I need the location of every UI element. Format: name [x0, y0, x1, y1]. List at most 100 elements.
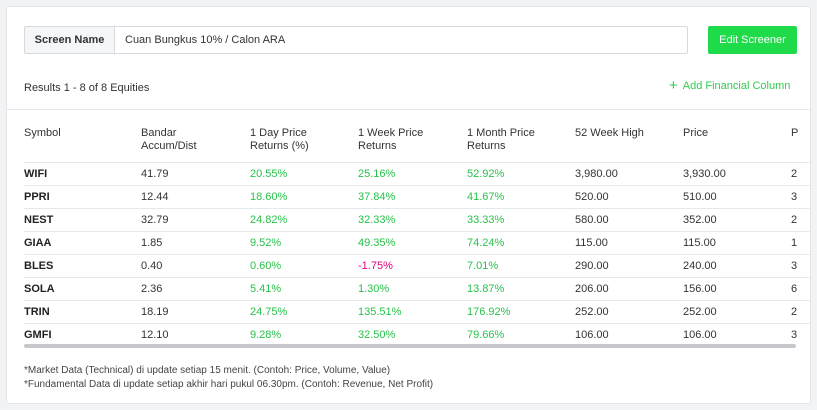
- column-header-symbol[interactable]: Symbol: [24, 127, 61, 139]
- cell-symbol[interactable]: BLES: [24, 253, 141, 277]
- cell-symbol[interactable]: GIAA: [24, 230, 141, 254]
- table-row[interactable]: WIFI 41.79 20.55% 25.16% 52.92% 3,980.00 3,930…: [24, 161, 810, 185]
- cell-52week-high: 580.00: [575, 207, 683, 231]
- table-row[interactable]: BLES 0.40 0.60% -1.75% 7.01% 290.00 240.00 3: [24, 253, 810, 277]
- cell-bandar: 0.40: [141, 253, 250, 277]
- cell-bandar: 18.19: [141, 299, 250, 323]
- cell-52week-high: 3,980.00: [575, 161, 683, 185]
- cell-1month: 52.92%: [467, 161, 575, 185]
- cell-1week: -1.75%: [358, 253, 467, 277]
- cell-price: 115.00: [683, 230, 791, 254]
- table-row[interactable]: GMFI 12.10 9.28% 32.50% 79.66% 106.00 106.00 3: [24, 322, 810, 346]
- cell-price: 240.00: [683, 253, 791, 277]
- cell-symbol[interactable]: WIFI: [24, 161, 141, 185]
- cell-p: 6: [791, 276, 810, 300]
- cell-1month: 176.92%: [467, 299, 575, 323]
- cell-1week: 32.33%: [358, 207, 467, 231]
- cell-p: 2: [791, 299, 810, 323]
- cell-price: 156.00: [683, 276, 791, 300]
- column-header-1week[interactable]: 1 Week Price Returns: [358, 110, 467, 162]
- cell-bandar: 2.36: [141, 276, 250, 300]
- cell-p: 3: [791, 184, 810, 208]
- cell-bandar: 32.79: [141, 207, 250, 231]
- cell-1week: 25.16%: [358, 161, 467, 185]
- cell-52week-high: 252.00: [575, 299, 683, 323]
- cell-price: 352.00: [683, 207, 791, 231]
- header-line: Returns: [358, 140, 397, 152]
- edit-screener-button[interactable]: Edit Screener: [708, 26, 797, 54]
- cell-1day: 24.82%: [250, 207, 358, 231]
- cell-symbol[interactable]: GMFI: [24, 322, 141, 346]
- column-header-1day[interactable]: 1 Day Price Returns (%): [250, 110, 358, 162]
- cell-52week-high: 115.00: [575, 230, 683, 254]
- results-table-container[interactable]: Symbol Bandar Accum/Dist 1 Day Price Retur…: [24, 110, 810, 346]
- cell-symbol[interactable]: PPRI: [24, 184, 141, 208]
- results-count: Results 1 - 8 of 8 Equities: [24, 82, 150, 94]
- cell-1day: 0.60%: [250, 253, 358, 277]
- column-header-p[interactable]: P: [791, 127, 799, 139]
- cell-1day: 5.41%: [250, 276, 358, 300]
- cell-52week-high: 206.00: [575, 276, 683, 300]
- cell-1month: 13.87%: [467, 276, 575, 300]
- cell-bandar: 12.44: [141, 184, 250, 208]
- footnote-market-data: *Market Data (Technical) di update setia…: [24, 365, 391, 376]
- cell-p: 2: [791, 161, 810, 185]
- cell-price: 252.00: [683, 299, 791, 323]
- screen-name-input[interactable]: [114, 26, 688, 54]
- table-row[interactable]: SOLA 2.36 5.41% 1.30% 13.87% 206.00 156.00 6: [24, 276, 810, 300]
- cell-52week-high: 106.00: [575, 322, 683, 346]
- table-row[interactable]: TRIN 18.19 24.75% 135.51% 176.92% 252.00 252.0…: [24, 299, 810, 323]
- cell-1week: 135.51%: [358, 299, 467, 323]
- table-row[interactable]: NEST 32.79 24.82% 32.33% 33.33% 580.00 352.00 2: [24, 207, 810, 231]
- results-table: Symbol Bandar Accum/Dist 1 Day Price Retur…: [24, 110, 810, 346]
- screen-name-label: Screen Name: [24, 26, 114, 54]
- cell-p: 1: [791, 230, 810, 254]
- cell-p: 3: [791, 322, 810, 346]
- column-header-bandar[interactable]: Bandar Accum/Dist: [141, 110, 250, 162]
- cell-1month: 7.01%: [467, 253, 575, 277]
- cell-price: 3,930.00: [683, 161, 791, 185]
- column-header-price[interactable]: Price: [683, 127, 709, 139]
- cell-p: 3: [791, 253, 810, 277]
- cell-1month: 79.66%: [467, 322, 575, 346]
- header-divider: [7, 109, 810, 110]
- header-line: Returns: [467, 140, 506, 152]
- table-header-row: Symbol Bandar Accum/Dist 1 Day Price Retur…: [24, 110, 810, 162]
- screener-card: Screen Name Edit Screener Results 1 - 8 …: [6, 6, 811, 404]
- cell-1day: 9.28%: [250, 322, 358, 346]
- cell-symbol[interactable]: NEST: [24, 207, 141, 231]
- header-line: Returns (%): [250, 140, 309, 152]
- cell-1week: 1.30%: [358, 276, 467, 300]
- header-line: 1 Week Price: [358, 127, 424, 139]
- cell-bandar: 1.85: [141, 230, 250, 254]
- cell-1month: 33.33%: [467, 207, 575, 231]
- cell-1week: 37.84%: [358, 184, 467, 208]
- cell-1day: 20.55%: [250, 161, 358, 185]
- footnote-fundamental-data: *Fundamental Data di update setiap akhir…: [24, 379, 434, 390]
- cell-symbol[interactable]: TRIN: [24, 299, 141, 323]
- header-line: Bandar: [141, 127, 177, 139]
- cell-52week-high: 290.00: [575, 253, 683, 277]
- cell-52week-high: 520.00: [575, 184, 683, 208]
- column-header-1month[interactable]: 1 Month Price Returns: [467, 110, 575, 162]
- add-financial-column-label: Add Financial Column: [682, 80, 791, 92]
- cell-1month: 41.67%: [467, 184, 575, 208]
- cell-1day: 18.60%: [250, 184, 358, 208]
- cell-p: 2: [791, 207, 810, 231]
- cell-1day: 9.52%: [250, 230, 358, 254]
- column-header-52week-high[interactable]: 52 Week High: [575, 127, 644, 139]
- cell-symbol[interactable]: SOLA: [24, 276, 141, 300]
- cell-1day: 24.75%: [250, 299, 358, 323]
- table-row[interactable]: PPRI 12.44 18.60% 37.84% 41.67% 520.00 510.00 3: [24, 184, 810, 208]
- footnotes: *Market Data (Technical) di update setia…: [24, 364, 433, 392]
- cell-1month: 74.24%: [467, 230, 575, 254]
- cell-price: 106.00: [683, 322, 791, 346]
- horizontal-scrollbar[interactable]: [24, 344, 796, 348]
- plus-icon: +: [669, 77, 678, 94]
- header-line: 1 Day Price: [250, 127, 307, 139]
- table-row[interactable]: GIAA 1.85 9.52% 49.35% 74.24% 115.00 115.00 1: [24, 230, 810, 254]
- header-line: 1 Month Price: [467, 127, 535, 139]
- cell-bandar: 41.79: [141, 161, 250, 185]
- cell-price: 510.00: [683, 184, 791, 208]
- add-financial-column-button[interactable]: + Add Financial Column: [669, 77, 791, 94]
